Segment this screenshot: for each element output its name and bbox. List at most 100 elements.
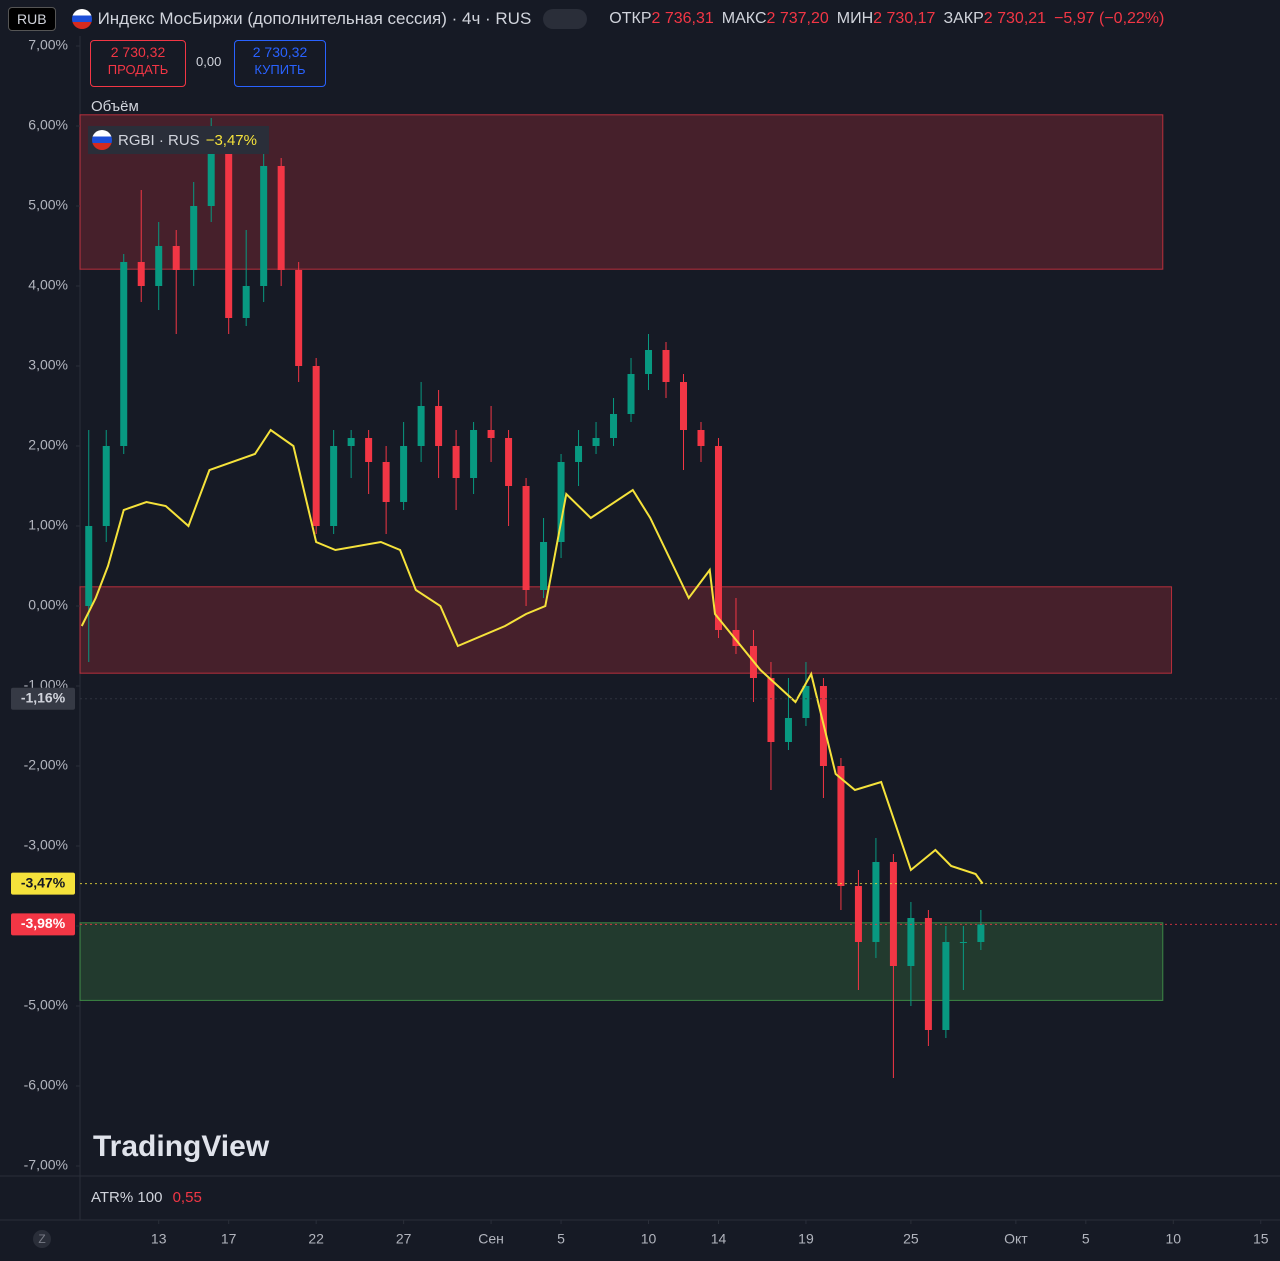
- candle-body: [470, 430, 478, 478]
- price-marker: [11, 872, 75, 895]
- candle-body: [732, 630, 740, 646]
- x-tick-label: 5: [1082, 1231, 1090, 1247]
- x-tick-label: 19: [798, 1231, 814, 1247]
- candle-body: [557, 462, 565, 542]
- y-tick-label: -7,00%: [24, 1157, 68, 1173]
- buy-price: 2 730,32: [252, 44, 308, 60]
- logo: TradingView: [93, 1130, 270, 1163]
- ohlc-value: 2 737,20: [766, 10, 829, 27]
- candle-body: [959, 942, 967, 943]
- candle-body: [85, 526, 93, 606]
- timezone[interactable]: Z: [33, 1230, 51, 1248]
- candle-body: [487, 430, 495, 438]
- ohlc: ОТКР2 736,31 МАКС2 737,20 МИН2 730,17 ЗАКР2…: [601, 10, 1046, 28]
- ohlc-key: ЗАКР: [943, 10, 984, 27]
- symbol-title: Индекс МосБиржи (дополнительная сессия) …: [97, 9, 532, 28]
- flag: [92, 130, 112, 150]
- y-tick-label: -2,00%: [24, 757, 68, 773]
- flag: [71, 9, 92, 29]
- sell-button[interactable]: 2 730,32 ПРОДАТЬ: [90, 40, 186, 87]
- compare-legend: RGBI · RUS −3,47%: [88, 126, 269, 154]
- buy-label: КУПИТЬ: [254, 62, 306, 77]
- x-tick-label: 17: [221, 1231, 237, 1247]
- candle-body: [662, 350, 670, 382]
- y-tick-label: 6,00%: [28, 117, 68, 133]
- candle-body: [102, 446, 110, 526]
- price-marker-label: -3,98%: [21, 915, 66, 931]
- compare-line: [80, 428, 984, 885]
- candle-body: [382, 462, 390, 502]
- indicator-name: ATR% 100: [91, 1189, 163, 1206]
- y-tick-label: 4,00%: [28, 277, 68, 293]
- candle-body: [784, 718, 792, 742]
- sell-price: 2 730,32: [110, 44, 166, 60]
- candle-body: [924, 918, 932, 1030]
- candle-body: [610, 414, 618, 438]
- y-tick-label: -6,00%: [24, 1077, 68, 1093]
- status: [543, 9, 588, 29]
- candle-body: [417, 406, 425, 446]
- y-tick-label: 2,00%: [28, 437, 68, 453]
- ohlc-value: 2 730,21: [983, 10, 1047, 27]
- candle-body: [872, 862, 880, 942]
- buy-button[interactable]: 2 730,32 КУПИТЬ: [234, 40, 326, 87]
- candle-body: [942, 942, 950, 1030]
- x-tick-label: 15: [1253, 1231, 1269, 1247]
- candle-body: [330, 446, 338, 526]
- x-tick-label: 14: [711, 1231, 727, 1247]
- price-marker: [11, 913, 75, 936]
- y-tick-label: 7,00%: [28, 37, 68, 53]
- x-tick-label: 22: [308, 1231, 324, 1247]
- candle-body: [767, 678, 775, 742]
- spread: 0,00: [196, 54, 222, 69]
- candle-body: [627, 374, 635, 414]
- ohlc-key: МАКС: [721, 10, 767, 27]
- x-tick-label: 25: [903, 1231, 919, 1247]
- ohlc-key: МИН: [836, 10, 874, 27]
- y-tick-label: 1,00%: [28, 517, 68, 533]
- candle-body: [312, 366, 320, 526]
- y-tick-label: 0,00%: [28, 597, 68, 613]
- candle-body: [575, 446, 583, 462]
- candle-body: [907, 918, 915, 966]
- indicator: ATR% 100 0,55: [91, 1189, 202, 1206]
- zone: [79, 586, 1173, 674]
- candle-body: [120, 262, 128, 446]
- x-tick-label: 5: [557, 1231, 565, 1247]
- candle-body: [207, 142, 215, 206]
- x-tick-label: Окт: [1004, 1231, 1028, 1247]
- candle-body: [714, 446, 722, 630]
- candle-body: [452, 446, 460, 478]
- candle-body: [697, 430, 705, 446]
- candle-body: [854, 886, 862, 942]
- candle-body: [889, 862, 897, 966]
- candle-body: [522, 486, 530, 590]
- candle-body: [260, 166, 268, 286]
- candle-body: [435, 406, 443, 446]
- x-tick-label: 13: [151, 1231, 167, 1247]
- ohlc-key: ОТКР: [609, 10, 652, 27]
- x-tick-label: 10: [641, 1231, 657, 1247]
- candle-body: [802, 686, 810, 718]
- price-marker-label: -1,16%: [21, 690, 66, 706]
- y-tick-label: -3,00%: [24, 837, 68, 853]
- y-tick-label: 3,00%: [28, 357, 68, 373]
- candle-body: [277, 166, 285, 270]
- candle-body: [977, 924, 985, 942]
- currency[interactable]: RUB: [8, 7, 56, 31]
- candle-body: [347, 438, 355, 446]
- price-marker-label: -3,47%: [21, 874, 66, 890]
- candle-body: [837, 766, 845, 886]
- candle-body: [679, 382, 687, 430]
- candle-body: [242, 286, 250, 318]
- sell-label: ПРОДАТЬ: [107, 62, 169, 77]
- ohlc-value: 2 736,31: [651, 10, 714, 27]
- candle-body: [540, 542, 548, 590]
- y-tick-label: 5,00%: [28, 197, 68, 213]
- candle-body: [155, 246, 163, 286]
- legend-name: RGBI · RUS: [118, 131, 200, 149]
- candle-body: [295, 270, 303, 366]
- zone: [79, 922, 1164, 1001]
